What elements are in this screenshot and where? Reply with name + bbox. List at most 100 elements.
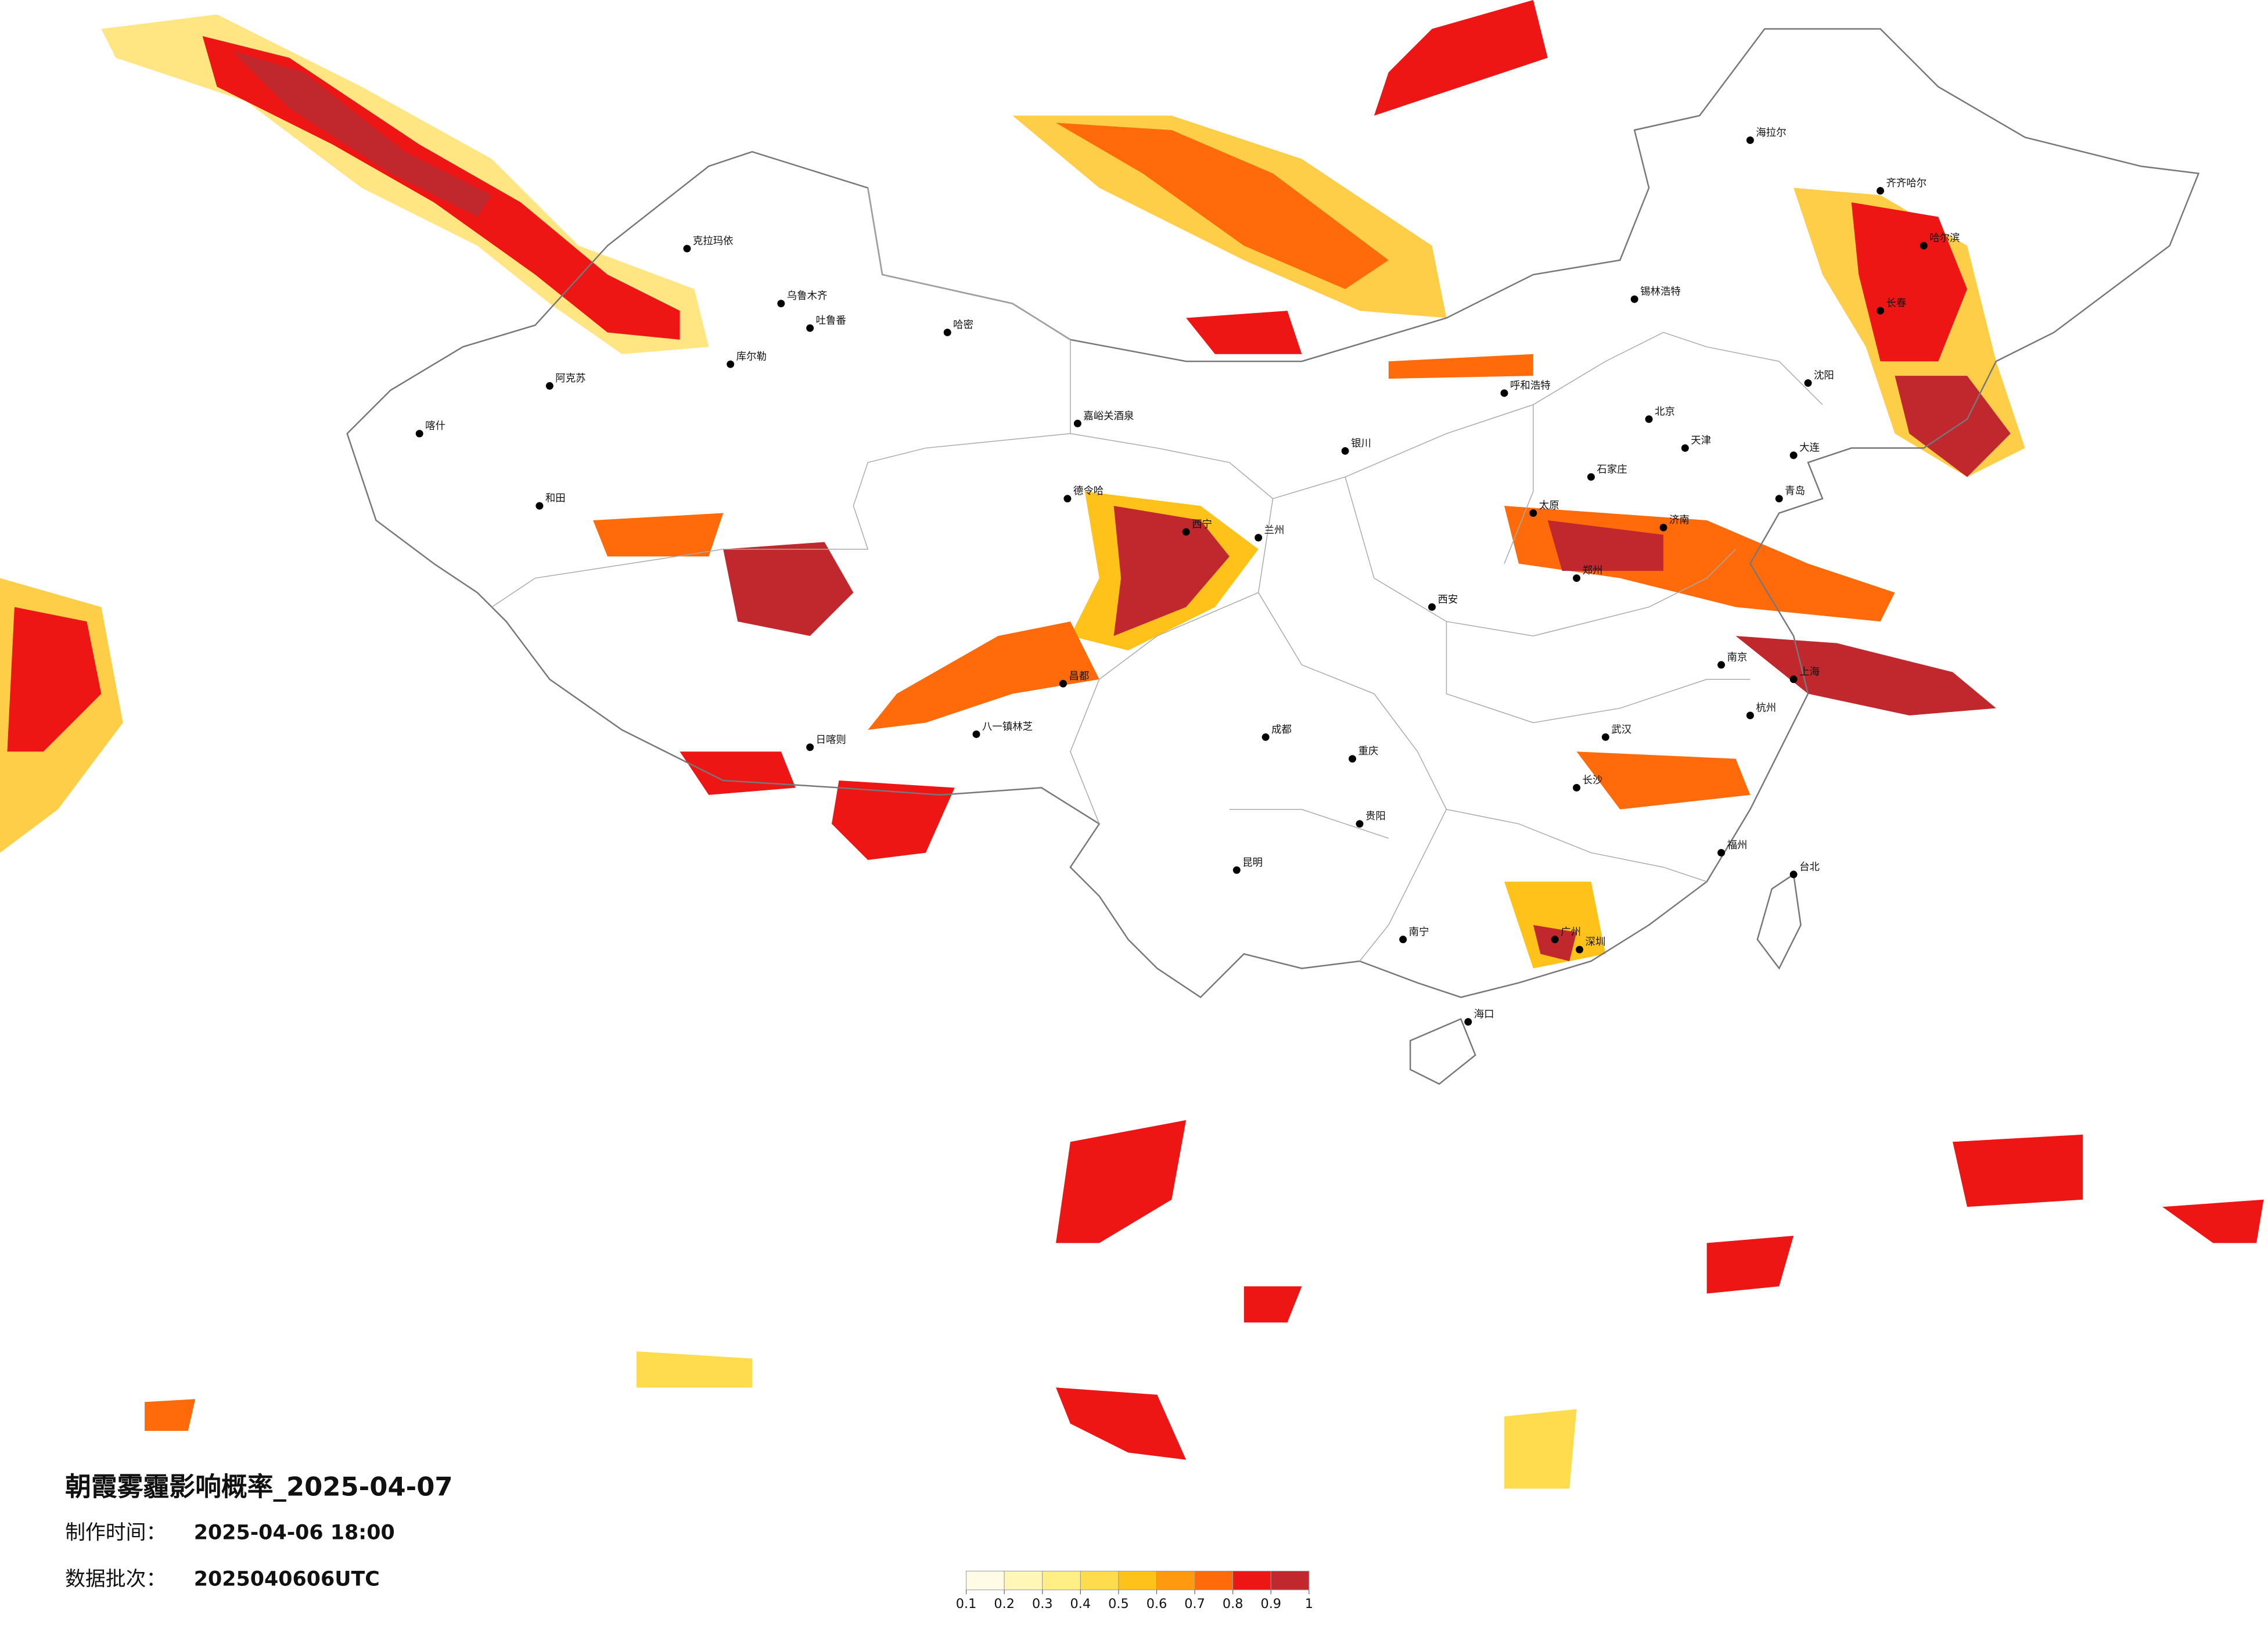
- legend-tick-label: 0.4: [1070, 1596, 1091, 1611]
- city-dot: [1399, 936, 1407, 944]
- legend-swatch: [1118, 1570, 1158, 1591]
- city-dot: [1464, 1018, 1472, 1026]
- city-label: 深圳: [1586, 937, 1606, 948]
- city-label: 锡林浩特: [1640, 286, 1681, 298]
- legend-swatch: [1232, 1570, 1271, 1591]
- map-title: 朝霞雾霾影响概率_2025-04-07: [65, 1472, 453, 1502]
- city-label: 广州: [1561, 926, 1581, 938]
- city-dot: [1059, 679, 1067, 688]
- city-label: 阿克苏: [555, 373, 585, 384]
- city-dot: [1789, 451, 1798, 459]
- legend-tick-label: 0.2: [994, 1596, 1015, 1611]
- city-dot: [1073, 419, 1081, 427]
- city-dot: [1261, 733, 1270, 741]
- city-label: 北京: [1655, 406, 1675, 418]
- city-dot: [1789, 870, 1798, 879]
- made-time-label: 制作时间：: [65, 1521, 166, 1545]
- city-dot: [1775, 495, 1783, 503]
- city-label: 郑州: [1583, 565, 1603, 577]
- legend-swatch: [1194, 1570, 1234, 1591]
- city-label: 贵阳: [1365, 811, 1386, 822]
- haze-field: [0, 0, 2264, 1489]
- legend-swatch: [1156, 1570, 1195, 1591]
- batch-label: 数据批次：: [65, 1567, 166, 1591]
- legend-swatch: [1042, 1570, 1081, 1591]
- city-label: 喀什: [425, 420, 445, 432]
- city-dot: [1601, 733, 1609, 741]
- city-label: 海拉尔: [1756, 127, 1786, 139]
- city-dot: [1804, 379, 1812, 387]
- city-dot: [1232, 866, 1241, 874]
- city-label: 哈尔滨: [1929, 233, 1960, 244]
- legend-tick-label: 0.3: [1032, 1596, 1053, 1611]
- city-label: 哈密: [953, 319, 973, 331]
- city-dot: [1746, 711, 1754, 720]
- city-label: 太原: [1539, 500, 1559, 512]
- city-dot: [1746, 136, 1754, 144]
- city-dot: [1645, 415, 1653, 423]
- city-dot: [683, 244, 691, 253]
- city-label: 呼和浩特: [1510, 380, 1551, 392]
- taiwan: [1756, 873, 1802, 970]
- city-dot: [1717, 848, 1726, 857]
- city-label: 吐鲁番: [816, 315, 846, 327]
- city-label: 嘉峪关酒泉: [1083, 411, 1134, 422]
- city-label: 德令哈: [1073, 485, 1104, 497]
- province-border: [491, 188, 1823, 962]
- city-label: 海口: [1474, 1009, 1494, 1020]
- city-dot: [1255, 534, 1263, 542]
- city-label: 乌鲁木齐: [787, 290, 828, 302]
- city-label: 福州: [1727, 840, 1748, 851]
- city-dot: [1573, 783, 1581, 792]
- city-dot: [1341, 447, 1349, 455]
- city-dot: [1587, 473, 1595, 481]
- city-dot: [1920, 242, 1928, 250]
- city-dot: [972, 730, 980, 738]
- city-label: 济南: [1669, 515, 1690, 526]
- city-label: 克拉玛依: [693, 236, 734, 247]
- city-dot: [1659, 523, 1667, 531]
- made-time-value: 2025-04-06 18:00: [194, 1521, 395, 1545]
- city-dot: [1681, 444, 1689, 452]
- city-label: 台北: [1799, 861, 1820, 873]
- legend-tick-label: 0.6: [1146, 1596, 1167, 1611]
- city-dot: [545, 382, 553, 390]
- city-dot: [1877, 307, 1885, 315]
- city-dot: [1349, 755, 1357, 763]
- country-border: [346, 28, 2200, 998]
- legend-swatch: [1080, 1570, 1119, 1591]
- legend-tick-label: 0.9: [1260, 1596, 1281, 1611]
- city-dot: [1573, 574, 1581, 582]
- city-label: 南京: [1727, 652, 1748, 663]
- city-label: 日喀则: [816, 734, 846, 746]
- city-dot: [1877, 187, 1885, 195]
- city-dot: [777, 300, 785, 308]
- city-dot: [1356, 820, 1364, 828]
- city-dot: [727, 360, 735, 368]
- city-label: 八一镇林芝: [982, 721, 1033, 733]
- city-label: 大连: [1799, 443, 1820, 454]
- legend-tick-label: 1: [1305, 1596, 1313, 1611]
- city-label: 齐齐哈尔: [1886, 178, 1927, 189]
- city-label: 昆明: [1242, 857, 1263, 869]
- city-label: 上海: [1799, 666, 1820, 678]
- city-dot: [806, 743, 814, 751]
- city-label: 长春: [1886, 298, 1907, 310]
- legend-tick-label: 0.8: [1223, 1596, 1243, 1611]
- city-label: 和田: [545, 493, 566, 505]
- city-label: 银川: [1351, 438, 1371, 449]
- city-label: 西安: [1437, 594, 1458, 606]
- city-label: 沈阳: [1814, 370, 1834, 382]
- city-dot: [1428, 603, 1436, 611]
- city-dot: [1182, 528, 1190, 536]
- city-dot: [806, 324, 814, 332]
- city-dot: [1630, 295, 1638, 303]
- legend: 0.1 0.2 0.3 0.4 0.5 0.6 0.7 0.8 0.9 1: [956, 1570, 1313, 1611]
- city-dot: [943, 328, 951, 336]
- city-dot: [1789, 675, 1798, 684]
- legend-swatch: [1004, 1570, 1043, 1591]
- city-label: 长沙: [1583, 775, 1603, 786]
- legend-swatch: [966, 1570, 1005, 1591]
